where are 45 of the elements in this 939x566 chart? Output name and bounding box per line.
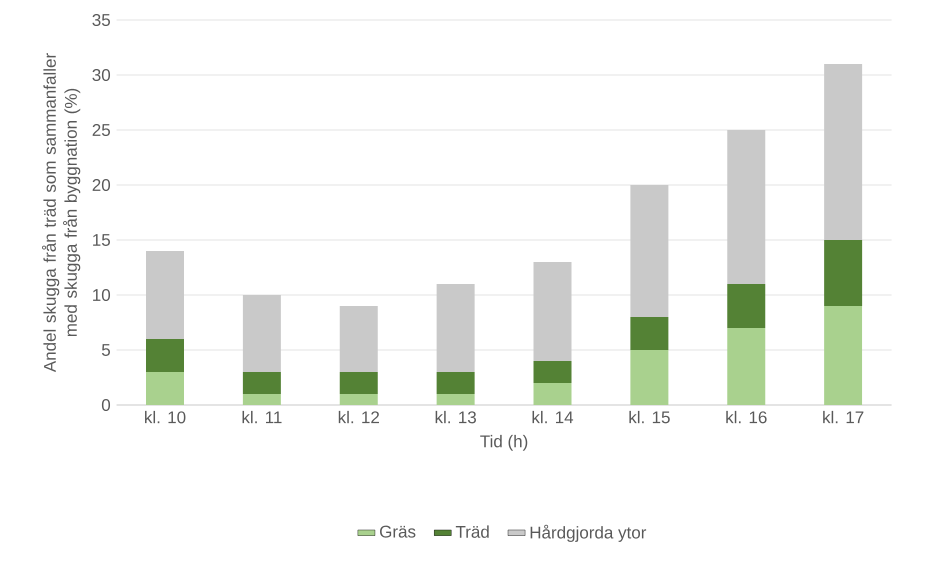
- x-tick-label: kl. 11: [242, 410, 282, 424]
- bar: [146, 372, 184, 405]
- x-tick-label: kl. 13: [436, 410, 476, 424]
- bar: [630, 350, 668, 405]
- y-tick-label: 0: [102, 398, 110, 412]
- bar: [242, 295, 281, 372]
- x-tick-label: kl. 15: [629, 410, 670, 424]
- y-tick-label: 15: [93, 234, 110, 246]
- x-tick-label: kl. 12: [338, 410, 379, 424]
- y-tick-label: 30: [92, 68, 110, 82]
- y-tick-label: 5: [102, 344, 110, 356]
- bar: [727, 130, 766, 284]
- bar: [727, 284, 766, 328]
- x-axis-title: Tid (h): [480, 434, 528, 451]
- bar: [630, 185, 668, 317]
- bar: [146, 339, 184, 372]
- bar: [340, 306, 378, 372]
- bar: [436, 284, 475, 372]
- x-tick-label: kl. 16: [726, 410, 767, 424]
- bar: [630, 317, 668, 350]
- bar: [824, 240, 862, 306]
- bar: [146, 251, 184, 339]
- bar: [242, 372, 281, 394]
- bar: [436, 394, 475, 405]
- bar: [824, 64, 862, 240]
- x-tick-label: kl. 17: [823, 410, 864, 424]
- y-tick-label: 25: [92, 124, 110, 136]
- bar: [534, 361, 572, 383]
- legend-label: Gräs: [380, 526, 416, 538]
- legend-label: Träd: [456, 525, 489, 538]
- bar: [824, 306, 862, 405]
- y-tick-label: 35: [92, 14, 110, 26]
- x-tick-label: kl. 10: [145, 410, 186, 424]
- legend-label: Hårdgjorda ytor: [530, 524, 646, 542]
- y-axis-title: Andel skugga från träd som sammanfaller med skugga från byggnation (%): [42, 53, 80, 372]
- y-tick-label: 20: [92, 178, 110, 192]
- bar: [727, 328, 766, 405]
- x-tick-label: kl. 14: [532, 410, 574, 424]
- bar: [340, 394, 378, 405]
- bar: [436, 372, 475, 394]
- bar: [242, 394, 281, 405]
- bar: [534, 383, 572, 405]
- bar: [340, 372, 378, 394]
- bar: [534, 262, 572, 361]
- y-tick-label: 10: [93, 288, 110, 302]
